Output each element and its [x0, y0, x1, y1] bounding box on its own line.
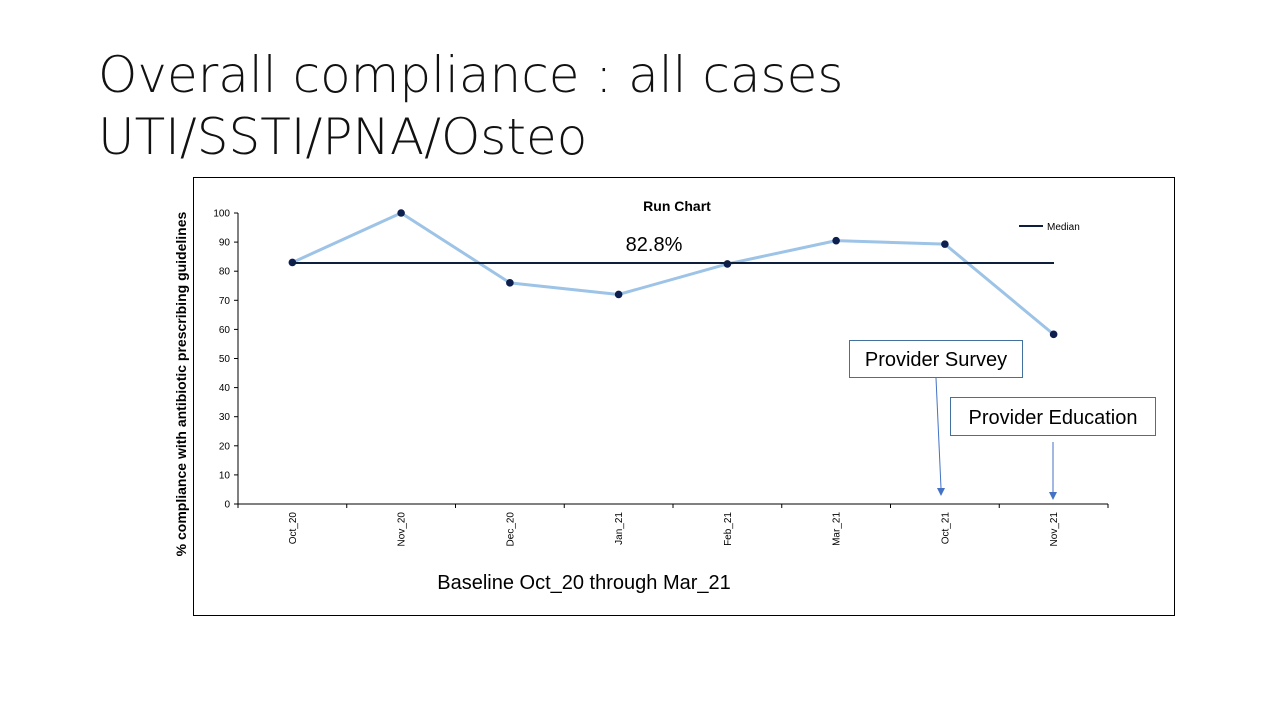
baseline-footnote: Baseline Oct_20 through Mar_21: [437, 572, 731, 594]
y-tick-label: 20: [219, 441, 231, 452]
y-tick-label: 50: [219, 354, 231, 365]
slide-title-line-1: Overall compliance : all cases: [98, 46, 844, 104]
legend: Median: [1019, 222, 1080, 233]
data-point: [1049, 330, 1058, 339]
median-value-label: 82.8%: [626, 234, 683, 256]
y-tick-label: 70: [219, 296, 231, 307]
x-tick-label: Oct_20: [288, 512, 299, 545]
annotation-box-provider-education: [950, 397, 1156, 436]
chart-title: Run Chart: [643, 198, 711, 214]
y-tick-label: 90: [219, 238, 231, 249]
y-axis-label: % compliance with antibiotic prescribing…: [173, 211, 189, 556]
slide-title: Overall compliance : all cases UTI/SSTI/…: [98, 44, 843, 168]
y-tick-label: 10: [219, 470, 231, 481]
annotation-arrow-provider-survey: [935, 377, 942, 489]
annotation-text-provider-education: Provider Education: [969, 407, 1138, 429]
data-point: [506, 279, 514, 287]
annotation-arrowhead-provider-education: [1049, 492, 1057, 500]
series-line: [291, 211, 1055, 336]
x-tick-label: Oct_21: [940, 512, 951, 545]
y-tick-label: 80: [219, 267, 231, 278]
chart-frame: [193, 177, 1175, 616]
annotation-text-provider-survey: Provider Survey: [865, 349, 1007, 371]
annotation-provider-survey: Provider Survey: [849, 340, 1023, 496]
x-tick-label: Jan_21: [614, 512, 625, 545]
x-tick-label: Feb_21: [723, 512, 734, 546]
plot-area: [288, 209, 1058, 339]
x-tick-label: Mar_21: [832, 512, 843, 546]
x-tick-label: Nov_20: [397, 512, 408, 547]
y-tick-label: 100: [213, 209, 230, 220]
slide-title-line-2: UTI/SSTI/PNA/Osteo: [98, 108, 588, 166]
data-point: [941, 240, 949, 248]
data-point: [832, 236, 840, 245]
axes: 0 10 20 30 40 50 60 70 80 90 100 Oct_20 Nov_20 Dec_20…: [213, 209, 1109, 547]
x-tick-label: Dec_20: [505, 512, 516, 547]
data-point: [397, 209, 405, 217]
y-tick-label: 30: [219, 412, 231, 423]
annotation-arrowhead-provider-survey: [937, 488, 945, 496]
annotation-box-provider-survey: [849, 340, 1023, 378]
data-point: [614, 290, 623, 299]
y-tick-label: 40: [219, 383, 231, 394]
annotation-provider-education: Provider Education: [950, 397, 1156, 500]
y-tick-label: 60: [219, 325, 231, 336]
y-tick-label: 0: [224, 500, 230, 511]
x-tick-label: Nov_21: [1049, 512, 1060, 547]
legend-median-label: Median: [1047, 222, 1080, 233]
